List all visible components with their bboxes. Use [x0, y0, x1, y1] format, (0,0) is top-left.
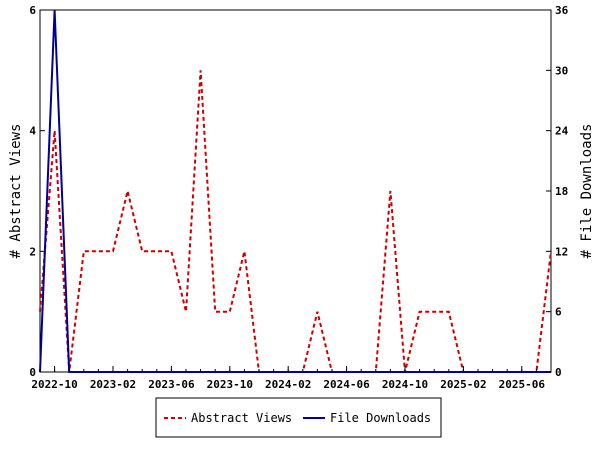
x-tick-label: 2024-10 [382, 378, 428, 391]
series-layer [39, 9, 552, 373]
x-tick-label: 2023-06 [148, 378, 195, 391]
right-axis-title: # File Downloads [579, 124, 595, 259]
x-tick-label: 2023-10 [207, 378, 253, 391]
left-tick-label: 6 [29, 4, 36, 17]
right-tick-label: 36 [555, 4, 569, 17]
right-tick-label: 6 [555, 306, 562, 319]
x-tick-label: 2025-02 [440, 378, 486, 391]
left-axis-title: # Abstract Views [8, 124, 24, 259]
right-tick-label: 18 [555, 185, 568, 198]
x-axis-ticks: 2022-10 2023-02 2023-06 2023-10 2024-02 2024-… [31, 366, 552, 391]
left-tick-label: 4 [29, 125, 36, 138]
plot-area [39, 9, 552, 373]
legend: Abstract Views File Downloads [155, 397, 442, 438]
x-tick-label: 2024-06 [323, 378, 370, 391]
left-tick-label: 2 [29, 245, 36, 258]
right-axis-ticks: 0 6 12 18 24 30 36 [546, 4, 569, 379]
right-tick-label: 12 [555, 245, 568, 258]
legend-box [155, 397, 442, 438]
x-tick-label: 2025-06 [499, 378, 546, 391]
right-tick-label: 0 [555, 366, 562, 379]
left-axis-ticks: 0 2 4 6 [29, 4, 45, 379]
x-tick-label: 2024-02 [265, 378, 311, 391]
x-tick-label: 2023-02 [90, 378, 136, 391]
right-tick-label: 24 [555, 125, 569, 138]
left-tick-label: 0 [29, 366, 36, 379]
legend-label-file-downloads: File Downloads [330, 411, 431, 425]
right-tick-label: 30 [555, 64, 568, 77]
x-tick-label: 2022-10 [31, 378, 77, 391]
series-line-file-downloads [39, 9, 551, 373]
legend-label-abstract-views: Abstract Views [191, 411, 292, 425]
